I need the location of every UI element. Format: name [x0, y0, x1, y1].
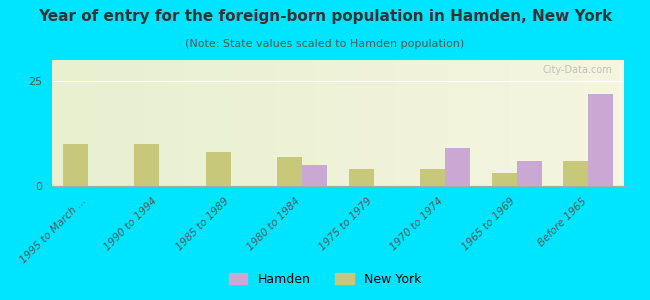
Bar — [563, 161, 588, 186]
Text: Year of entry for the foreign-born population in Hamden, New York: Year of entry for the foreign-born popul… — [38, 9, 612, 24]
Bar — [134, 144, 159, 186]
Bar — [517, 161, 542, 186]
Bar — [205, 152, 231, 186]
Bar — [62, 144, 88, 186]
Bar — [302, 165, 327, 186]
Bar — [445, 148, 470, 186]
Bar — [492, 173, 517, 186]
Bar — [421, 169, 445, 186]
Bar — [349, 169, 374, 186]
Legend: Hamden, New York: Hamden, New York — [224, 268, 426, 291]
Bar — [588, 94, 614, 186]
Text: (Note: State values scaled to Hamden population): (Note: State values scaled to Hamden pop… — [185, 39, 465, 49]
Bar — [278, 157, 302, 186]
Text: City-Data.com: City-Data.com — [543, 65, 612, 75]
